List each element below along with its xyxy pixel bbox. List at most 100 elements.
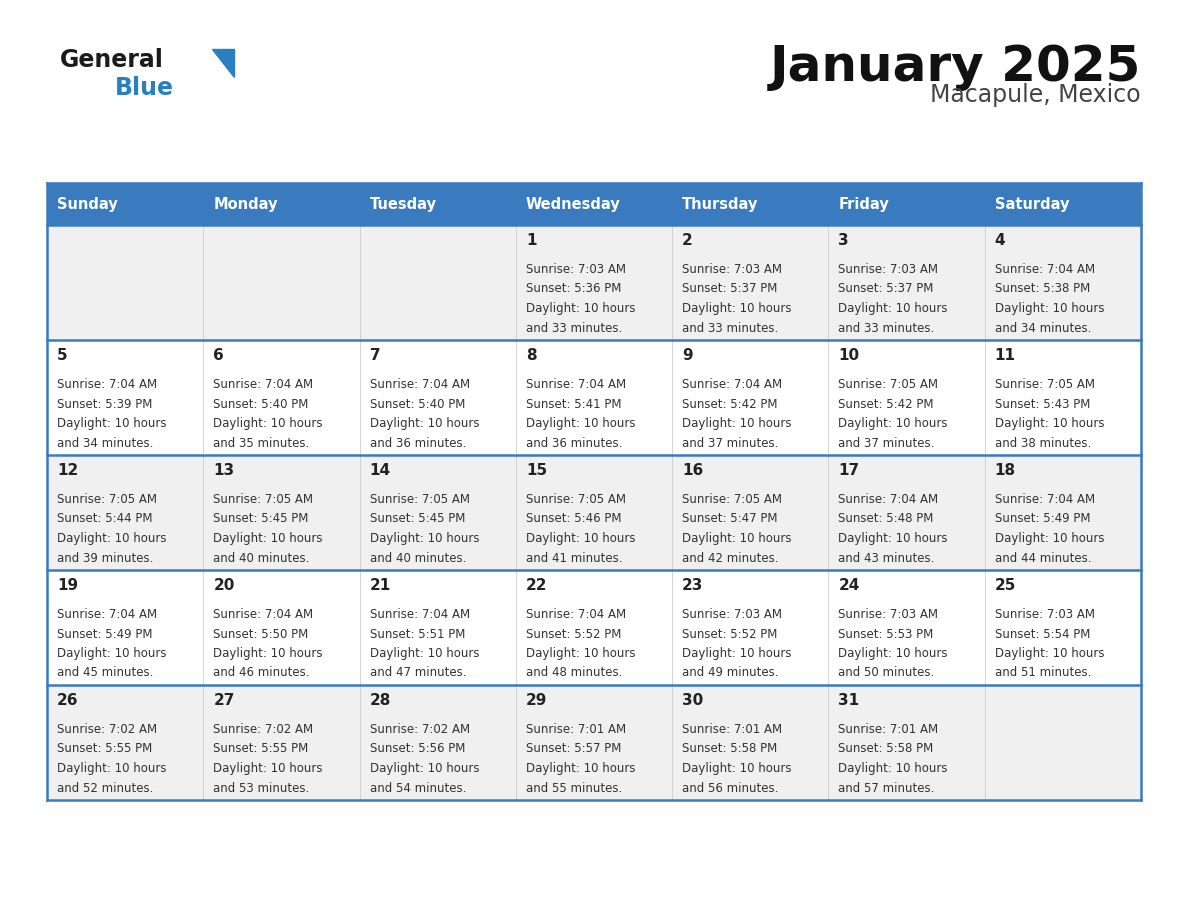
Text: 31: 31 — [839, 693, 860, 708]
Text: 2: 2 — [682, 233, 693, 248]
Text: Sunrise: 7:01 AM: Sunrise: 7:01 AM — [839, 723, 939, 736]
Text: Sunset: 5:51 PM: Sunset: 5:51 PM — [369, 628, 465, 641]
Text: Sunset: 5:49 PM: Sunset: 5:49 PM — [57, 628, 152, 641]
Text: and 37 minutes.: and 37 minutes. — [839, 436, 935, 450]
Text: Sunrise: 7:05 AM: Sunrise: 7:05 AM — [57, 493, 157, 506]
Text: 11: 11 — [994, 348, 1016, 363]
Text: 29: 29 — [526, 693, 548, 708]
Text: 9: 9 — [682, 348, 693, 363]
Text: Daylight: 10 hours: Daylight: 10 hours — [369, 417, 479, 430]
Text: and 57 minutes.: and 57 minutes. — [839, 781, 935, 794]
Text: Sunset: 5:43 PM: Sunset: 5:43 PM — [994, 397, 1091, 410]
Text: and 38 minutes.: and 38 minutes. — [994, 436, 1091, 450]
Text: Sunset: 5:50 PM: Sunset: 5:50 PM — [214, 628, 309, 641]
Text: 22: 22 — [526, 578, 548, 593]
Text: and 34 minutes.: and 34 minutes. — [994, 321, 1091, 334]
Text: and 47 minutes.: and 47 minutes. — [369, 666, 466, 679]
Text: and 36 minutes.: and 36 minutes. — [526, 436, 623, 450]
Text: Sunset: 5:42 PM: Sunset: 5:42 PM — [839, 397, 934, 410]
Text: Daylight: 10 hours: Daylight: 10 hours — [839, 532, 948, 545]
Text: 23: 23 — [682, 578, 703, 593]
Text: Sunset: 5:52 PM: Sunset: 5:52 PM — [682, 628, 777, 641]
Text: Sunrise: 7:03 AM: Sunrise: 7:03 AM — [994, 608, 1094, 621]
Text: Sunset: 5:58 PM: Sunset: 5:58 PM — [682, 743, 777, 756]
Text: Daylight: 10 hours: Daylight: 10 hours — [526, 302, 636, 315]
Text: Sunset: 5:57 PM: Sunset: 5:57 PM — [526, 743, 621, 756]
Text: Sunset: 5:38 PM: Sunset: 5:38 PM — [994, 283, 1089, 296]
Text: Daylight: 10 hours: Daylight: 10 hours — [682, 417, 791, 430]
Text: Sunrise: 7:02 AM: Sunrise: 7:02 AM — [214, 723, 314, 736]
Text: Sunrise: 7:04 AM: Sunrise: 7:04 AM — [57, 608, 157, 621]
Bar — [48, 183, 1140, 225]
Text: Daylight: 10 hours: Daylight: 10 hours — [526, 647, 636, 660]
Text: Sunday: Sunday — [57, 196, 118, 211]
Text: and 37 minutes.: and 37 minutes. — [682, 436, 778, 450]
Text: Sunrise: 7:03 AM: Sunrise: 7:03 AM — [839, 608, 939, 621]
Text: Sunset: 5:42 PM: Sunset: 5:42 PM — [682, 397, 778, 410]
Bar — [48, 225, 1140, 340]
Text: Sunrise: 7:05 AM: Sunrise: 7:05 AM — [214, 493, 314, 506]
Text: Daylight: 10 hours: Daylight: 10 hours — [994, 532, 1104, 545]
Text: Sunrise: 7:04 AM: Sunrise: 7:04 AM — [214, 378, 314, 391]
Text: and 35 minutes.: and 35 minutes. — [214, 436, 310, 450]
Text: Daylight: 10 hours: Daylight: 10 hours — [682, 532, 791, 545]
Text: 16: 16 — [682, 463, 703, 478]
Text: and 52 minutes.: and 52 minutes. — [57, 781, 153, 794]
Text: Sunset: 5:37 PM: Sunset: 5:37 PM — [839, 283, 934, 296]
Text: 17: 17 — [839, 463, 860, 478]
Text: Sunset: 5:39 PM: Sunset: 5:39 PM — [57, 397, 152, 410]
Text: Sunrise: 7:05 AM: Sunrise: 7:05 AM — [682, 493, 782, 506]
Text: Daylight: 10 hours: Daylight: 10 hours — [682, 762, 791, 775]
Text: Sunrise: 7:04 AM: Sunrise: 7:04 AM — [526, 378, 626, 391]
Text: Sunrise: 7:02 AM: Sunrise: 7:02 AM — [369, 723, 469, 736]
Text: and 55 minutes.: and 55 minutes. — [526, 781, 623, 794]
Text: 7: 7 — [369, 348, 380, 363]
Text: 3: 3 — [839, 233, 849, 248]
Text: Daylight: 10 hours: Daylight: 10 hours — [994, 302, 1104, 315]
Text: Daylight: 10 hours: Daylight: 10 hours — [214, 647, 323, 660]
Text: Sunrise: 7:05 AM: Sunrise: 7:05 AM — [369, 493, 469, 506]
Text: Sunrise: 7:04 AM: Sunrise: 7:04 AM — [57, 378, 157, 391]
Text: and 50 minutes.: and 50 minutes. — [839, 666, 935, 679]
Text: 1: 1 — [526, 233, 536, 248]
Text: Sunrise: 7:04 AM: Sunrise: 7:04 AM — [994, 493, 1095, 506]
Text: Sunrise: 7:04 AM: Sunrise: 7:04 AM — [369, 378, 469, 391]
Text: Daylight: 10 hours: Daylight: 10 hours — [214, 762, 323, 775]
Text: 14: 14 — [369, 463, 391, 478]
Text: 19: 19 — [57, 578, 78, 593]
Text: 30: 30 — [682, 693, 703, 708]
Text: and 43 minutes.: and 43 minutes. — [839, 552, 935, 565]
Text: Daylight: 10 hours: Daylight: 10 hours — [994, 647, 1104, 660]
Text: Friday: Friday — [839, 196, 889, 211]
Text: 21: 21 — [369, 578, 391, 593]
Text: Sunrise: 7:01 AM: Sunrise: 7:01 AM — [682, 723, 782, 736]
Text: 24: 24 — [839, 578, 860, 593]
Text: Daylight: 10 hours: Daylight: 10 hours — [839, 302, 948, 315]
Bar — [48, 570, 1140, 685]
Text: and 56 minutes.: and 56 minutes. — [682, 781, 778, 794]
Text: Blue: Blue — [115, 76, 173, 100]
Text: Daylight: 10 hours: Daylight: 10 hours — [57, 762, 166, 775]
Text: 18: 18 — [994, 463, 1016, 478]
Text: Sunrise: 7:05 AM: Sunrise: 7:05 AM — [994, 378, 1094, 391]
Text: Sunset: 5:40 PM: Sunset: 5:40 PM — [214, 397, 309, 410]
Text: and 48 minutes.: and 48 minutes. — [526, 666, 623, 679]
Text: Sunrise: 7:03 AM: Sunrise: 7:03 AM — [526, 263, 626, 276]
Text: and 45 minutes.: and 45 minutes. — [57, 666, 153, 679]
Bar — [48, 455, 1140, 570]
Text: Sunset: 5:56 PM: Sunset: 5:56 PM — [369, 743, 465, 756]
Text: Monday: Monday — [214, 196, 278, 211]
Text: Daylight: 10 hours: Daylight: 10 hours — [526, 417, 636, 430]
Text: Sunset: 5:52 PM: Sunset: 5:52 PM — [526, 628, 621, 641]
Text: Sunset: 5:40 PM: Sunset: 5:40 PM — [369, 397, 465, 410]
Text: and 54 minutes.: and 54 minutes. — [369, 781, 466, 794]
Text: and 46 minutes.: and 46 minutes. — [214, 666, 310, 679]
Text: Thursday: Thursday — [682, 196, 758, 211]
Text: Sunset: 5:37 PM: Sunset: 5:37 PM — [682, 283, 777, 296]
Text: and 33 minutes.: and 33 minutes. — [682, 321, 778, 334]
Text: and 42 minutes.: and 42 minutes. — [682, 552, 778, 565]
Text: Daylight: 10 hours: Daylight: 10 hours — [369, 762, 479, 775]
Polygon shape — [211, 49, 234, 77]
Text: Sunset: 5:53 PM: Sunset: 5:53 PM — [839, 628, 934, 641]
Text: and 40 minutes.: and 40 minutes. — [214, 552, 310, 565]
